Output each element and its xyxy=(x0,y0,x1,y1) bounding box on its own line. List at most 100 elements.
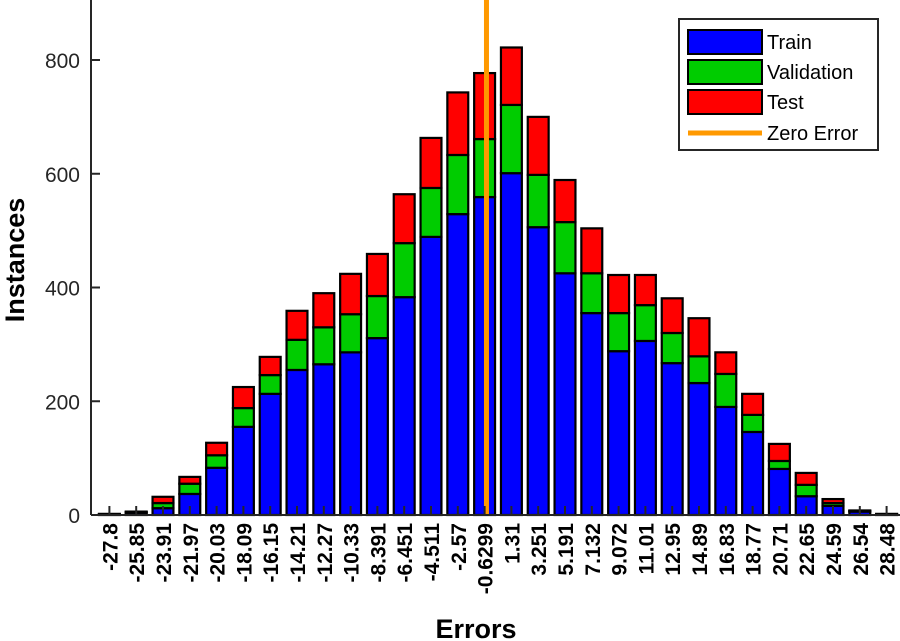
y-axis-title: Instances xyxy=(0,198,30,323)
bar-test-12 xyxy=(419,136,443,190)
bar-test-27 xyxy=(821,497,845,505)
bar-train-11 xyxy=(392,296,416,517)
bar-train-17 xyxy=(553,272,577,517)
x-tick-label-23: 16.83 xyxy=(716,523,739,576)
bar-validation-6 xyxy=(258,373,282,395)
x-tick-label-17: 5.191 xyxy=(555,523,578,576)
legend-swatch-validation xyxy=(687,59,763,85)
bar-validation-4 xyxy=(205,454,229,469)
bar-train-18 xyxy=(580,311,604,517)
x-tick-label-15: 1.31 xyxy=(501,523,524,564)
bar-test-4 xyxy=(205,441,229,457)
bar-validation-25 xyxy=(767,459,791,471)
x-tick-label-16: 3.251 xyxy=(528,523,551,576)
legend-swatch-test xyxy=(687,89,763,115)
bar-test-26 xyxy=(794,471,818,486)
bar-test-8 xyxy=(312,292,336,329)
bar-validation-12 xyxy=(419,186,443,238)
x-tick-label-22: 14.89 xyxy=(689,523,712,576)
bar-test-21 xyxy=(660,297,684,335)
x-tick-label-12: -4.511 xyxy=(421,523,444,582)
x-tick-label-1: -25.85 xyxy=(126,523,149,583)
bar-test-5 xyxy=(231,385,255,410)
bar-validation-18 xyxy=(580,272,604,315)
bar-test-13 xyxy=(446,91,470,157)
bar-test-2 xyxy=(151,495,175,505)
bar-test-7 xyxy=(285,309,309,341)
bar-validation-17 xyxy=(553,220,577,275)
bar-test-11 xyxy=(392,193,416,245)
legend-label-validation: Validation xyxy=(767,62,853,84)
bar-train-5 xyxy=(231,425,255,517)
x-tick-label-6: -16.15 xyxy=(260,523,283,583)
bar-train-24 xyxy=(741,430,765,517)
x-axis-title: Errors xyxy=(435,614,516,641)
x-tick-label-11: -6.451 xyxy=(394,523,417,583)
bar-train-13 xyxy=(446,213,470,517)
bar-validation-20 xyxy=(633,304,657,343)
bar-test-10 xyxy=(365,252,389,298)
bar-validation-23 xyxy=(714,372,738,409)
bar-test-20 xyxy=(633,273,657,307)
bar-test-25 xyxy=(767,442,791,463)
x-tick-label-4: -20.03 xyxy=(207,523,230,583)
x-tick-label-13: -2.57 xyxy=(448,523,471,571)
y-ticks-group: 0 200 400 600 800 xyxy=(45,50,100,528)
x-tick-label-8: -12.27 xyxy=(314,523,337,583)
bar-test-18 xyxy=(580,227,604,275)
bar-test-22 xyxy=(687,317,711,358)
x-ticks-group: -27.8 -25.85 -23.91 -21.97 -20.03 -18.09 -16.1… xyxy=(99,506,900,594)
x-tick-label-26: 22.65 xyxy=(796,523,819,576)
bar-validation-21 xyxy=(660,331,684,365)
x-tick-label-0: -27.8 xyxy=(99,523,122,571)
x-tick-label-14: -0.6299 xyxy=(475,523,498,594)
bar-validation-7 xyxy=(285,338,309,372)
bar-train-10 xyxy=(365,337,389,517)
bar-train-8 xyxy=(312,363,336,517)
x-tick-label-3: -21.97 xyxy=(180,523,203,583)
axes-group xyxy=(90,0,900,516)
bar-test-6 xyxy=(258,355,282,377)
legend: Train Validation Test Zero Error xyxy=(678,18,879,151)
x-tick-label-19: 9.072 xyxy=(609,523,632,576)
y-tick-label-600: 600 xyxy=(45,164,80,187)
bar-train-20 xyxy=(633,339,657,517)
x-tick-label-28: 26.54 xyxy=(850,523,873,576)
bar-validation-9 xyxy=(339,313,363,354)
y-tick-label-800: 800 xyxy=(45,50,80,73)
bar-validation-8 xyxy=(312,326,336,366)
bar-validation-3 xyxy=(178,482,202,496)
bar-validation-11 xyxy=(392,242,416,299)
bar-test-24 xyxy=(741,392,765,417)
x-tick-label-27: 24.59 xyxy=(823,523,846,576)
bar-train-16 xyxy=(526,226,550,517)
bar-test-15 xyxy=(499,46,523,107)
x-tick-label-18: 7.132 xyxy=(582,523,605,576)
x-tick-label-10: -8.391 xyxy=(367,523,390,583)
x-tick-label-25: 20.71 xyxy=(769,523,792,576)
legend-label-test: Test xyxy=(767,92,804,114)
x-tick-label-29: 28.48 xyxy=(877,523,900,576)
bar-validation-24 xyxy=(741,413,765,434)
bar-test-19 xyxy=(607,273,631,315)
bar-validation-5 xyxy=(231,406,255,428)
y-tick-label-400: 400 xyxy=(45,278,80,301)
bar-validation-10 xyxy=(365,294,389,340)
bar-validation-26 xyxy=(794,483,818,498)
legend-swatch-train xyxy=(687,29,763,55)
x-tick-label-21: 12.95 xyxy=(662,523,685,576)
bar-validation-22 xyxy=(687,355,711,385)
bar-train-6 xyxy=(258,392,282,517)
bar-train-19 xyxy=(607,350,631,517)
bar-train-23 xyxy=(714,405,738,517)
bar-train-15 xyxy=(499,172,523,517)
bar-train-9 xyxy=(339,351,363,517)
bar-test-9 xyxy=(339,272,363,316)
bar-test-23 xyxy=(714,351,738,376)
bar-train-7 xyxy=(285,368,309,517)
bar-validation-13 xyxy=(446,153,470,216)
bar-validation-15 xyxy=(499,103,523,175)
bar-validation-16 xyxy=(526,173,550,229)
bar-validation-19 xyxy=(607,311,631,353)
